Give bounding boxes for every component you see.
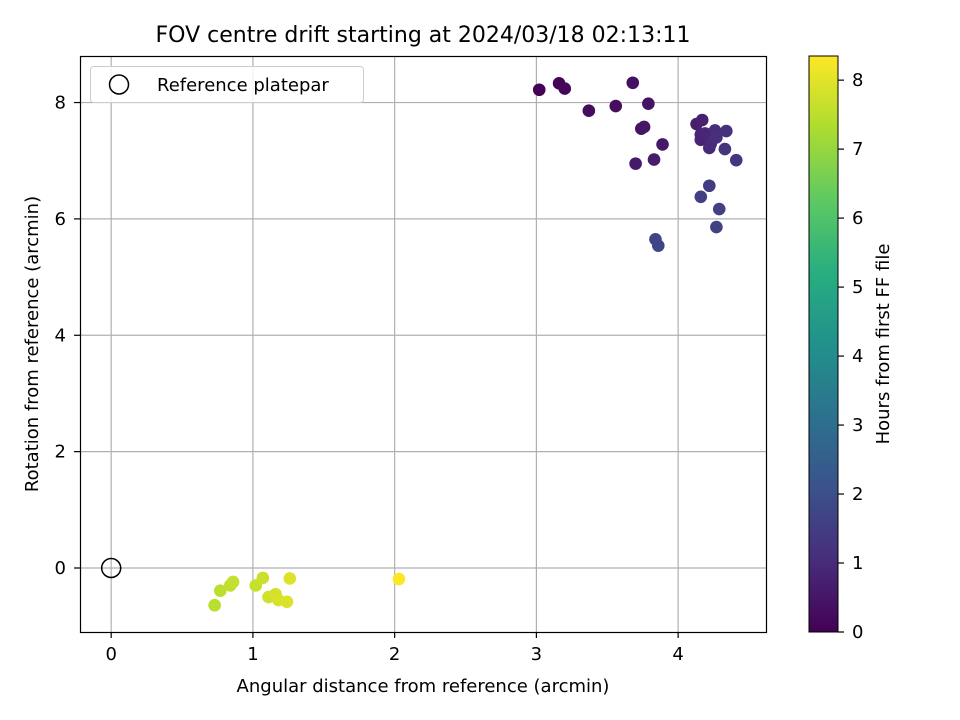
legend-label: Reference platepar: [157, 75, 329, 96]
y-tick-label: 4: [55, 325, 66, 346]
data-point: [629, 157, 642, 170]
colorbar-tick-label: 6: [852, 208, 863, 229]
legend: Reference platepar: [90, 66, 364, 103]
data-point: [226, 575, 240, 589]
colorbar-tick-label: 3: [852, 415, 863, 436]
y-tick-label: 6: [55, 209, 66, 230]
colorbar-gradient: [808, 55, 839, 633]
data-point: [214, 584, 227, 597]
data-point: [558, 82, 572, 95]
colorbar-label: Hours from first FF file: [873, 244, 894, 445]
data-point: [710, 131, 723, 144]
data-point: [256, 571, 270, 585]
data-point: [718, 142, 732, 156]
data-points: [100, 76, 743, 612]
data-point: [208, 598, 221, 612]
y-axis-label: Rotation from reference (arcmin): [22, 196, 43, 492]
colorbar: 0 1 2 3 4 5 6 7 8 Hours from first FF file: [808, 55, 894, 643]
data-point: [626, 76, 640, 90]
y-tick-label: 0: [55, 558, 66, 579]
x-tick-label: 2: [389, 644, 400, 665]
data-point: [280, 595, 294, 609]
y-axis-ticks: 0 2 4 6 8: [55, 93, 80, 579]
data-point: [651, 239, 665, 252]
data-point: [647, 153, 661, 166]
colorbar-tick-label: 1: [852, 553, 863, 574]
reference-marker: [100, 557, 122, 579]
data-point: [694, 190, 708, 204]
x-tick-label: 0: [105, 644, 116, 665]
data-point: [729, 153, 743, 167]
data-point: [710, 220, 723, 234]
colorbar-tick-label: 0: [852, 622, 863, 643]
data-point: [609, 99, 623, 113]
data-point: [637, 120, 651, 134]
colorbar-ticks: 0 1 2 3 4 5 6 7 8: [838, 70, 863, 643]
data-point: [695, 113, 709, 127]
x-tick-label: 1: [247, 644, 258, 665]
data-point: [283, 572, 297, 585]
legend-box: [90, 66, 364, 103]
data-point: [582, 104, 596, 117]
colorbar-tick-label: 2: [852, 484, 863, 505]
data-point: [703, 179, 716, 193]
colorbar-tick-label: 7: [852, 139, 863, 160]
chart-title: FOV centre drift starting at 2024/03/18 …: [156, 23, 691, 48]
x-tick-label: 4: [672, 644, 683, 665]
plot-frame: [79, 55, 768, 634]
data-point: [532, 83, 546, 97]
x-tick-label: 3: [531, 644, 542, 665]
colorbar-tick-label: 5: [852, 277, 863, 298]
data-point: [392, 572, 406, 586]
x-axis-ticks: 0 1 2 3 4: [105, 632, 684, 665]
legend-marker: [108, 74, 130, 95]
colorbar-tick-label: 4: [852, 346, 863, 367]
data-point: [712, 202, 726, 216]
data-point: [642, 97, 655, 111]
data-point: [720, 124, 733, 138]
x-axis-label: Angular distance from reference (arcmin): [237, 676, 610, 697]
y-tick-label: 8: [55, 93, 66, 114]
data-point: [656, 138, 669, 151]
colorbar-tick-label: 8: [852, 70, 863, 91]
data-point: [698, 127, 712, 140]
y-tick-label: 2: [55, 442, 66, 463]
